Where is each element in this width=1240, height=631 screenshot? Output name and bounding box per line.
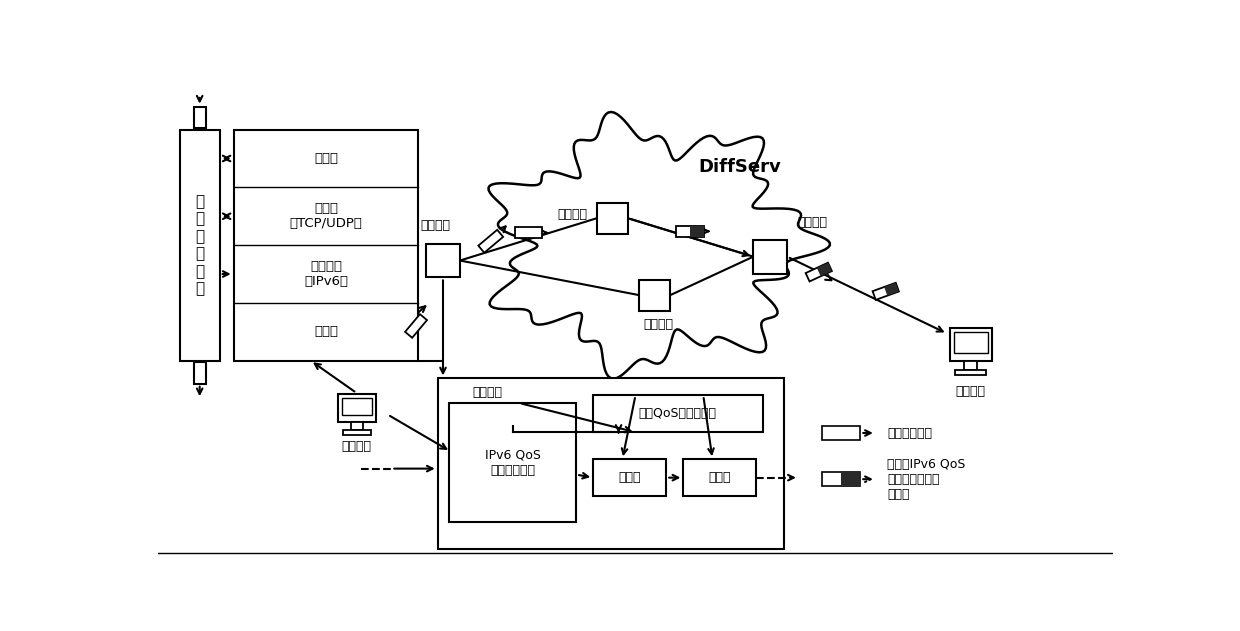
Polygon shape [489,112,830,379]
Bar [342,398,372,415]
Bar [596,203,627,233]
Bar [193,362,206,384]
Bar [193,107,206,128]
Text: 传输层
（TCP/UDP）: 传输层 （TCP/UDP） [289,203,362,230]
Bar [343,430,371,435]
Bar [822,426,861,440]
Bar [449,403,577,522]
Text: 分类器: 分类器 [619,471,641,484]
Bar [405,314,427,338]
Bar [438,379,784,549]
Bar [593,395,763,432]
Bar [683,459,756,496]
Text: IPv6 QoS
扩展头检测器: IPv6 QoS 扩展头检测器 [485,449,541,476]
Bar [822,472,861,486]
Text: 业务QoS自配置部件: 业务QoS自配置部件 [639,407,717,420]
Text: 业
务
感
知
部
件: 业 务 感 知 部 件 [195,194,205,296]
Bar [884,283,899,296]
Bar [351,422,363,430]
Text: 核心节点: 核心节点 [557,208,588,221]
Bar [873,283,899,300]
Bar [427,244,460,278]
Bar [233,129,418,361]
Text: 核心节点: 核心节点 [644,318,673,331]
Bar [339,394,376,422]
Bar [963,361,977,370]
Text: DiffServ: DiffServ [698,158,781,175]
Text: 应用层: 应用层 [314,152,339,165]
Bar [691,226,704,237]
Bar [950,328,992,361]
Bar [817,262,832,276]
Text: 业务终端: 业务终端 [956,385,986,398]
Bar [593,459,666,496]
Bar [515,227,542,238]
Bar [955,370,986,375]
Text: 业务数据报文: 业务数据报文 [888,427,932,440]
Text: 边缘节点: 边缘节点 [420,220,450,232]
Bar [954,332,988,353]
Bar [640,280,670,310]
Bar [479,230,503,253]
Text: 边缘节点: 边缘节点 [472,386,502,399]
Bar [806,262,832,281]
Text: 标记器: 标记器 [708,471,732,484]
Bar [676,226,704,237]
Text: 互联网层
（IPv6）: 互联网层 （IPv6） [304,260,348,288]
Bar [841,472,861,486]
Bar [754,240,787,274]
Text: 边缘节点: 边缘节点 [797,216,827,228]
Text: 业务终端: 业务终端 [342,440,372,453]
Text: 物理层: 物理层 [314,325,339,338]
Text: 承载有IPv6 QoS
扩展头的业务数
据报文: 承载有IPv6 QoS 扩展头的业务数 据报文 [888,457,966,501]
Bar [180,129,219,361]
